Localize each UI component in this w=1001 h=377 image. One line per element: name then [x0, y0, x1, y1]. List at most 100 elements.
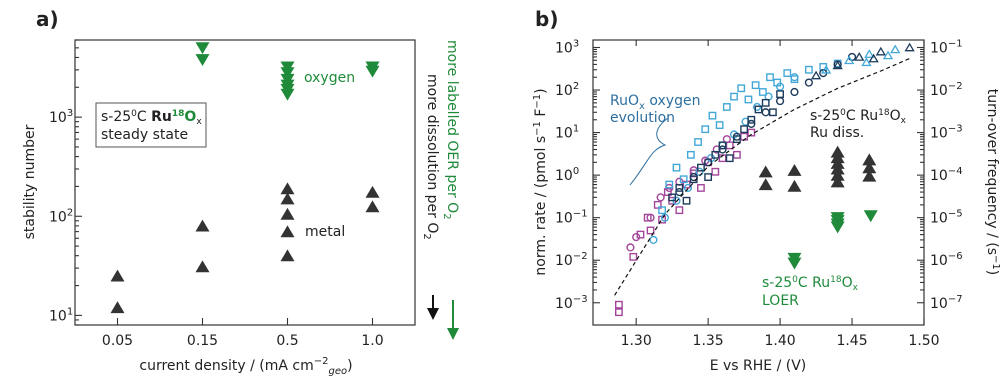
side-text-labelled-oer: more labelled OER per O2 — [441, 40, 460, 220]
loer-iso: 18 — [830, 275, 842, 285]
ruox-circle-magenta — [632, 232, 641, 242]
ruox-circle-cyan — [752, 102, 762, 112]
loer-point — [787, 257, 802, 270]
ruox-circle-magenta — [646, 213, 655, 222]
panel-a-plot-frame — [74, 39, 416, 326]
ruox-square-navy — [761, 98, 770, 107]
panel-b-y-label-mid: F — [533, 109, 549, 122]
ruox-triangle — [868, 53, 879, 63]
ruox-triangle — [861, 57, 872, 67]
ruox-circle-navy — [689, 172, 698, 182]
panel-b-y-tick-label: 101 — [555, 124, 579, 142]
ruox-label-pre: RuO — [610, 93, 639, 109]
y-tick-exp: 0 — [573, 166, 579, 177]
ruox-circle-navy — [790, 87, 799, 97]
panel-a-x-axis-label-sub: geo — [329, 366, 348, 377]
metal-point — [280, 192, 295, 205]
side-text-green: more labelled OER per O — [444, 40, 460, 213]
ruox-square-magenta — [653, 200, 662, 209]
panel-b-y2-tick-label: 10−3 — [930, 124, 963, 142]
y-tick-exp: −1 — [573, 209, 588, 220]
metal-point — [195, 260, 210, 273]
ruox-circle-cyan — [660, 213, 670, 222]
ruox-square-cyan — [758, 88, 767, 96]
ruox-triangle — [864, 49, 875, 58]
panel-b-x-tick-label: 1.50 — [908, 333, 939, 349]
ruox-square-cyan — [701, 125, 710, 134]
loer-point — [863, 210, 878, 223]
y-tick-base: 10 — [555, 40, 573, 56]
y2-tick-base: 10 — [930, 296, 948, 312]
ruox-square-cyan — [672, 163, 681, 172]
panel-b-y-axis-label: norm. rate / (pmol s−1 F−1) — [532, 88, 549, 275]
fit-line — [614, 57, 910, 296]
ruox-square-navy — [675, 184, 684, 192]
panel-b-y2-tick-label: 10−2 — [930, 81, 963, 99]
panel-a-x-tick-label: 0.5 — [276, 333, 298, 349]
ru-diss-point — [830, 168, 845, 181]
ruox-square-cyan — [751, 81, 760, 90]
ru-diss-point — [862, 169, 877, 182]
loer-o: O — [842, 275, 853, 291]
ruox-triangle — [854, 52, 865, 61]
ruox-circle-cyan — [790, 73, 799, 82]
panel-a-x-axis-label-close: ) — [347, 358, 352, 374]
side-text-green-sub: 2 — [441, 213, 452, 219]
rudiss-o: O — [890, 108, 901, 124]
panel-b-y2-axis-label: turn-over frequency / (s−1) — [984, 89, 1001, 276]
ruox-square-cyan — [730, 92, 738, 101]
y-tick-base: 10 — [49, 308, 67, 324]
metal-point — [110, 269, 125, 282]
oxygen-series-label: oxygen — [304, 70, 355, 86]
ru-diss-point — [862, 153, 877, 166]
oxygen-point — [280, 67, 295, 80]
loer-mid: C Ru — [798, 275, 830, 291]
panel-b-y2-tick-label: 10−1 — [930, 38, 963, 56]
ruox-square-navy — [754, 105, 763, 114]
ruox-circle-magenta — [656, 193, 665, 202]
ruox-triangle — [821, 64, 832, 74]
panel-a-points — [110, 42, 380, 314]
y2-tick-base: 10 — [930, 40, 948, 56]
metal-point — [280, 249, 295, 262]
ruox-square-magenta — [636, 230, 645, 239]
ruox-triangle — [844, 55, 855, 65]
side-text-black-sub: 2 — [421, 233, 432, 239]
ru-diss-point — [787, 179, 802, 192]
y-tick-base: 10 — [555, 126, 573, 142]
panel-a-legend-line1: s-250C Ru18Ox — [101, 109, 202, 127]
ruox-circle-navy — [747, 119, 756, 128]
panel-b-y2-tick-label: 10−5 — [930, 209, 963, 227]
y-tick-exp: −2 — [573, 251, 588, 262]
panel-b-y-tick-label: 100 — [555, 166, 579, 184]
ruox-square-magenta — [740, 132, 749, 141]
panel-b-y-tick-label: 10−1 — [555, 209, 588, 227]
oxygen-point — [365, 65, 380, 78]
y2-tick-base: 10 — [930, 253, 948, 269]
ru-diss-point — [758, 165, 773, 178]
ruox-square-cyan — [679, 175, 688, 184]
panel-a-x-axis-label-main: current density / (mA cm — [139, 358, 313, 374]
rudiss-deg: 0 — [840, 108, 846, 118]
panel-b-y-label-exp2: −1 — [532, 94, 543, 109]
ruox-label-sub: x — [639, 101, 645, 112]
ruox-square-magenta — [675, 206, 684, 215]
ruox-square-navy — [668, 193, 677, 202]
panel-b-y-tick-label: 10−2 — [555, 251, 588, 269]
metal-point — [280, 207, 295, 220]
panel-b-y2-label-main: turn-over frequency / (s — [984, 89, 1000, 255]
metal-series-label: metal — [305, 224, 345, 240]
oxygen-point — [195, 54, 210, 66]
y-tick-exp: 2 — [573, 81, 579, 92]
black-arrow-head — [427, 308, 439, 320]
loer-x: x — [853, 283, 859, 293]
y-tick-exp: −3 — [573, 294, 588, 305]
ruox-circle-navy — [732, 132, 742, 141]
panel-a-x-axis-label: current density / (mA cm−2geo) — [139, 356, 352, 377]
rudiss-x: x — [901, 116, 907, 126]
y2-tick-exp: −5 — [948, 209, 963, 220]
ruox-square-magenta — [643, 213, 652, 222]
y2-tick-base: 10 — [930, 168, 948, 184]
